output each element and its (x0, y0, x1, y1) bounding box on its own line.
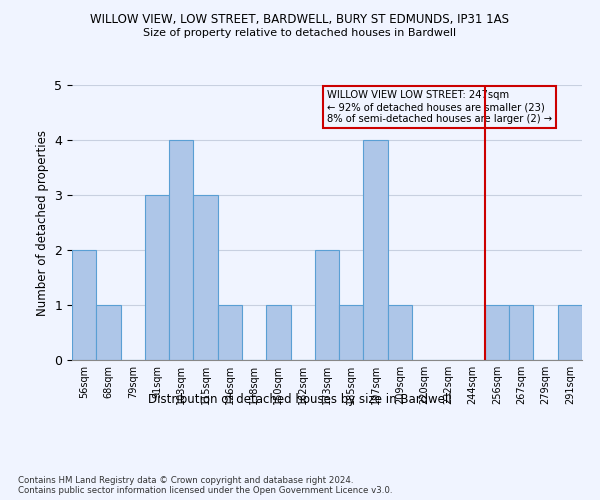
Text: WILLOW VIEW, LOW STREET, BARDWELL, BURY ST EDMUNDS, IP31 1AS: WILLOW VIEW, LOW STREET, BARDWELL, BURY … (91, 12, 509, 26)
Bar (266, 305, 290, 360)
Bar (145, 195, 169, 360)
Text: Size of property relative to detached houses in Bardwell: Size of property relative to detached ho… (143, 28, 457, 38)
Text: Distribution of detached houses by size in Bardwell: Distribution of detached houses by size … (148, 392, 452, 406)
Bar (364, 140, 388, 360)
Bar (509, 305, 533, 360)
Bar (96, 305, 121, 360)
Bar (315, 250, 339, 360)
Bar (339, 305, 364, 360)
Bar (169, 140, 193, 360)
Bar (72, 250, 96, 360)
Y-axis label: Number of detached properties: Number of detached properties (36, 130, 49, 316)
Bar (485, 305, 509, 360)
Bar (218, 305, 242, 360)
Bar (558, 305, 582, 360)
Text: Contains HM Land Registry data © Crown copyright and database right 2024.
Contai: Contains HM Land Registry data © Crown c… (18, 476, 392, 495)
Bar (193, 195, 218, 360)
Bar (388, 305, 412, 360)
Text: WILLOW VIEW LOW STREET: 247sqm
← 92% of detached houses are smaller (23)
8% of s: WILLOW VIEW LOW STREET: 247sqm ← 92% of … (327, 90, 552, 124)
